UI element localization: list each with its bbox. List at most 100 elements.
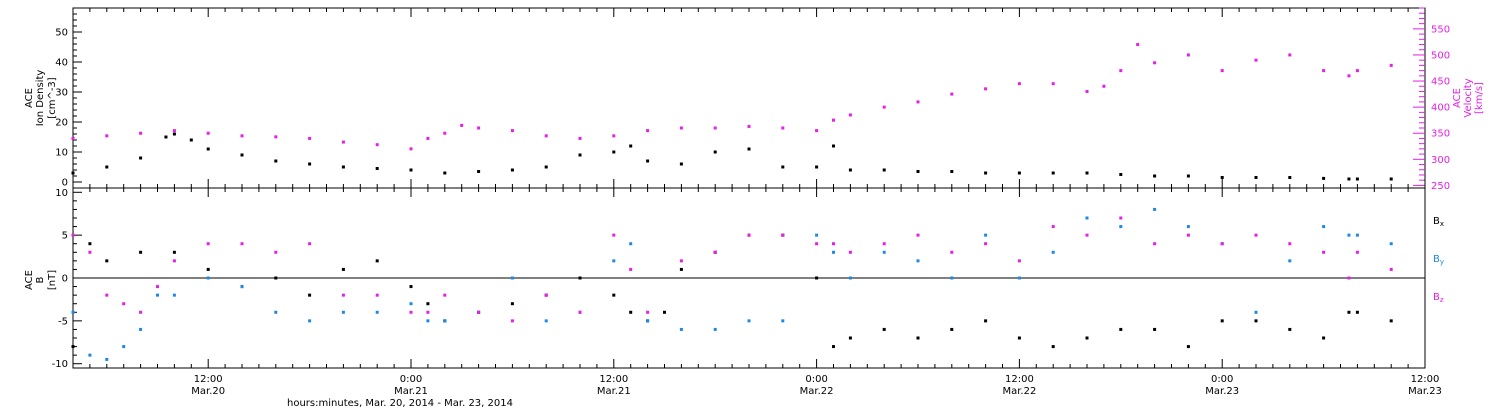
bx-point	[1389, 319, 1393, 323]
density-point	[409, 168, 413, 172]
bx-point	[1186, 345, 1190, 349]
density-point	[544, 165, 548, 169]
density-point	[629, 144, 633, 148]
top-right-ylabel-line1: ACE	[1452, 88, 1463, 108]
bz-point	[781, 233, 785, 237]
by-point	[832, 250, 835, 254]
bx-point	[341, 267, 345, 271]
bottom-left-tick-label: 5	[62, 231, 68, 242]
top-right-tick-label: 300	[1431, 155, 1450, 166]
x-tick-time-label: 0:00	[1211, 374, 1233, 385]
top-right-tick-label: 250	[1431, 181, 1450, 192]
bz-point	[122, 302, 126, 306]
density-point	[1051, 171, 1055, 175]
by-point	[1186, 225, 1190, 229]
density-point	[848, 168, 852, 172]
top-right-tick-label: 400	[1431, 103, 1450, 114]
velocity-point	[409, 147, 413, 151]
density-point	[781, 165, 785, 169]
velocity-point	[1153, 61, 1157, 65]
bz-point	[1347, 276, 1351, 280]
density-point	[1085, 171, 1089, 175]
velocity-point	[1322, 69, 1326, 73]
bz-point	[1322, 250, 1326, 254]
velocity-point	[1220, 69, 1224, 73]
x-tick-date-label: Mar.23	[1408, 386, 1442, 397]
velocity-point	[274, 135, 278, 139]
by-point	[139, 327, 143, 331]
by-point	[510, 276, 514, 280]
density-point	[510, 168, 514, 172]
bottom-left-tick-label: -5	[58, 316, 68, 327]
by-point	[105, 357, 109, 361]
density-point	[713, 150, 717, 154]
density-point	[105, 165, 109, 169]
bx-point	[1153, 327, 1157, 331]
density-point	[882, 168, 886, 172]
x-tick-time-label: 12:00	[1005, 374, 1034, 385]
by-point	[1153, 207, 1157, 211]
by-point	[172, 293, 176, 297]
bz-point	[1153, 242, 1157, 246]
bz-point	[984, 242, 988, 246]
bz-point	[375, 293, 379, 297]
legend-by: By	[1433, 254, 1444, 266]
x-tick-time-label: 12:00	[194, 374, 223, 385]
velocity-point	[1119, 69, 1123, 73]
velocity-point	[1288, 53, 1292, 57]
bx-point	[984, 319, 988, 323]
by-point	[1051, 250, 1055, 254]
x-tick-time-label: 0:00	[400, 374, 422, 385]
bz-point	[1186, 233, 1190, 237]
x-tick-date-label: Mar.23	[1205, 386, 1239, 397]
density-point	[1355, 177, 1359, 181]
bottom-left-tick-label: 10	[55, 188, 68, 199]
bz-point	[882, 242, 886, 246]
bx-point	[832, 345, 835, 349]
legend-bz: Bz	[1433, 292, 1444, 304]
bx-point	[1322, 336, 1326, 340]
bx-point	[578, 276, 582, 280]
by-point	[612, 259, 616, 263]
bz-point	[544, 293, 548, 297]
velocity-point	[240, 134, 244, 138]
by-point	[713, 327, 717, 331]
bottom-left-ylabel-line3: [nT]	[47, 270, 58, 290]
density-point	[815, 165, 819, 169]
density-point	[139, 156, 143, 160]
density-point	[984, 171, 988, 175]
density-point	[1322, 176, 1326, 180]
bz-point	[916, 233, 920, 237]
bz-point	[206, 242, 210, 246]
bx-point	[426, 302, 430, 306]
bz-point	[1254, 233, 1258, 237]
velocity-point	[1136, 43, 1140, 47]
bx-point	[409, 285, 413, 289]
velocity-point	[308, 136, 312, 140]
x-tick-date-label: Mar.21	[597, 386, 631, 397]
velocity-point	[848, 113, 852, 117]
by-point	[1119, 225, 1123, 229]
bx-point	[274, 276, 278, 280]
velocity-point	[950, 92, 954, 96]
velocity-point	[832, 118, 835, 122]
bz-point	[1017, 259, 1021, 263]
density-point	[189, 138, 193, 142]
density-point	[612, 150, 616, 154]
velocity-point	[815, 129, 819, 133]
bx-point	[71, 345, 75, 349]
by-point	[156, 293, 159, 297]
velocity-point	[1051, 82, 1055, 86]
velocity-point	[477, 126, 481, 130]
density-point	[679, 162, 683, 166]
top-panel-axes: 0 10 20 30 40 50 250 300 350 400 450 500 550	[55, 7, 1450, 192]
top-right-tick-label: 550	[1431, 24, 1450, 35]
top-left-tick-label: 30	[55, 88, 68, 99]
by-point	[629, 242, 633, 246]
bottom-left-tick-label: -10	[52, 359, 68, 370]
top-right-tick-label: 350	[1431, 129, 1450, 140]
velocity-point	[206, 131, 210, 135]
density-point	[1347, 177, 1351, 181]
bx-point	[1051, 345, 1055, 349]
